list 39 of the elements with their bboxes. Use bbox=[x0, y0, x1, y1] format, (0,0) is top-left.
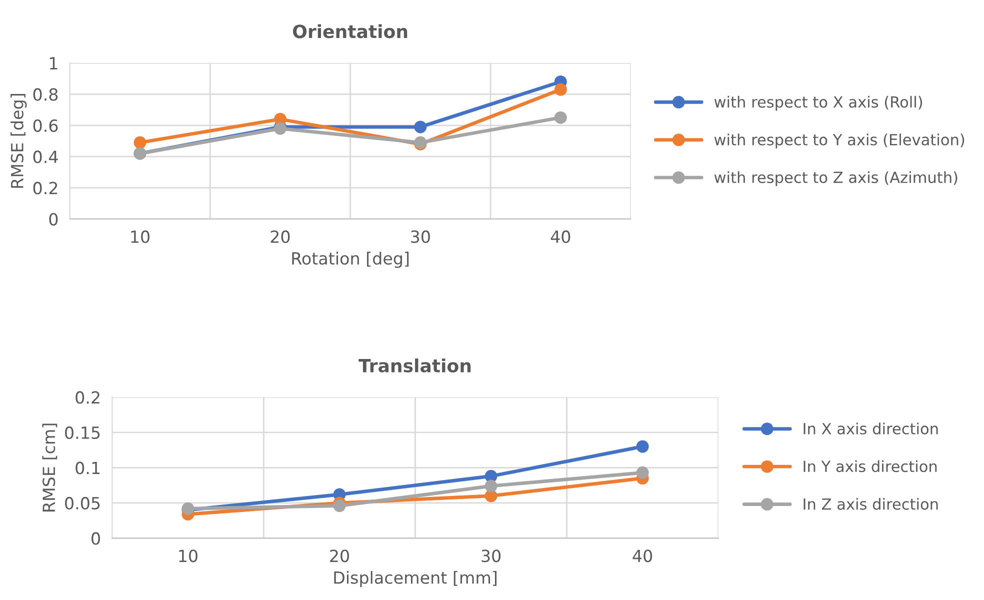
y-tick-label: 0.2 bbox=[33, 182, 58, 194]
chart-title: Orientation bbox=[292, 24, 408, 38]
x-tick-label: 40 bbox=[550, 230, 570, 244]
x-tick-label: 40 bbox=[632, 550, 652, 562]
y-tick-label: 0 bbox=[92, 532, 100, 545]
legend-label: with respect to Y axis (Elevation) bbox=[714, 134, 964, 148]
point bbox=[554, 111, 567, 124]
point bbox=[484, 480, 498, 492]
y-tick-label: 0.8 bbox=[33, 88, 58, 101]
y-tick-label: 0.6 bbox=[33, 119, 58, 132]
point bbox=[636, 440, 649, 453]
legend-label: with respect to X axis (Roll) bbox=[714, 96, 922, 111]
point bbox=[636, 466, 649, 479]
legend-label: In Z axis direction bbox=[804, 498, 938, 510]
chart-title: Translation bbox=[358, 358, 471, 372]
x-tick-label: 10 bbox=[179, 550, 198, 562]
y-tick-label: 0.1 bbox=[76, 462, 100, 474]
x-tick-label: 20 bbox=[270, 230, 290, 244]
legend-label: In Y axis direction bbox=[804, 460, 937, 472]
legend-label: In X axis direction bbox=[804, 422, 938, 434]
x-axis-title: Rotation [deg] bbox=[292, 252, 409, 268]
x-axis-title: Displacement [mm] bbox=[334, 570, 496, 588]
point bbox=[414, 120, 427, 134]
x-tick-label: 10 bbox=[131, 230, 150, 244]
point bbox=[333, 500, 346, 512]
y-axis-title: RMSE [deg] bbox=[10, 94, 27, 188]
y-tick-label: 0.15 bbox=[65, 426, 100, 440]
point bbox=[554, 83, 567, 96]
y-tick-label: 1 bbox=[50, 57, 58, 70]
y-tick-label: 0.05 bbox=[65, 496, 100, 510]
point bbox=[134, 136, 146, 149]
y-tick-label: 0.2 bbox=[76, 391, 100, 404]
x-tick-label: 20 bbox=[330, 550, 349, 562]
x-tick-label: 30 bbox=[482, 550, 501, 562]
legend-label: with respect to Z axis (Azimuth) bbox=[714, 171, 958, 186]
y-tick-label: 0 bbox=[49, 212, 58, 226]
x-tick-label: 30 bbox=[411, 230, 430, 244]
y-tick-label: 0.4 bbox=[33, 150, 58, 164]
y-axis-title: RMSE [cm] bbox=[42, 424, 58, 512]
